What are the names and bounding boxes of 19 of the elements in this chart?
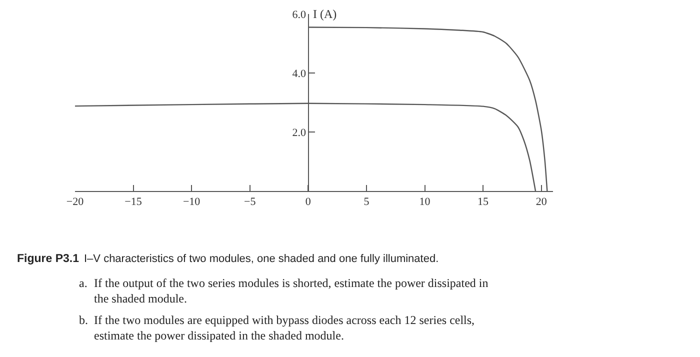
y-tick-label: 6.0 — [292, 8, 306, 21]
x-tick-label: −5 — [244, 196, 256, 208]
caption: Figure P3.1 — [17, 253, 80, 265]
x-tick-label: 15 — [478, 196, 490, 208]
y-tick-label: 2.0 — [292, 126, 306, 139]
x-tick-label: −20 — [66, 196, 84, 208]
x-tick-label: −10 — [182, 196, 201, 208]
text: I–V characteristics of two modules, one shaded and one fully illuminated. — [84, 253, 439, 265]
x-tick-label: 10 — [419, 196, 431, 208]
text: If the output of the two series modules is shorted, estimate the power dissipated in the shaded module. — [94, 276, 488, 306]
text: a. — [79, 276, 88, 290]
x-tick-label: 5 — [364, 196, 370, 208]
x-tick-label: 20 — [536, 196, 548, 208]
text: b. — [79, 313, 88, 327]
y-tick-label: 4.0 — [292, 68, 306, 80]
y-axis-title: I (A) — [313, 7, 337, 21]
x-tick-label: 0 — [305, 196, 312, 208]
x-tick-label: −15 — [124, 196, 142, 208]
text: If the two modules are equipped with bypass diodes across each 12 series cells, estimate the power dissipated in the shaded module. — [94, 313, 475, 343]
